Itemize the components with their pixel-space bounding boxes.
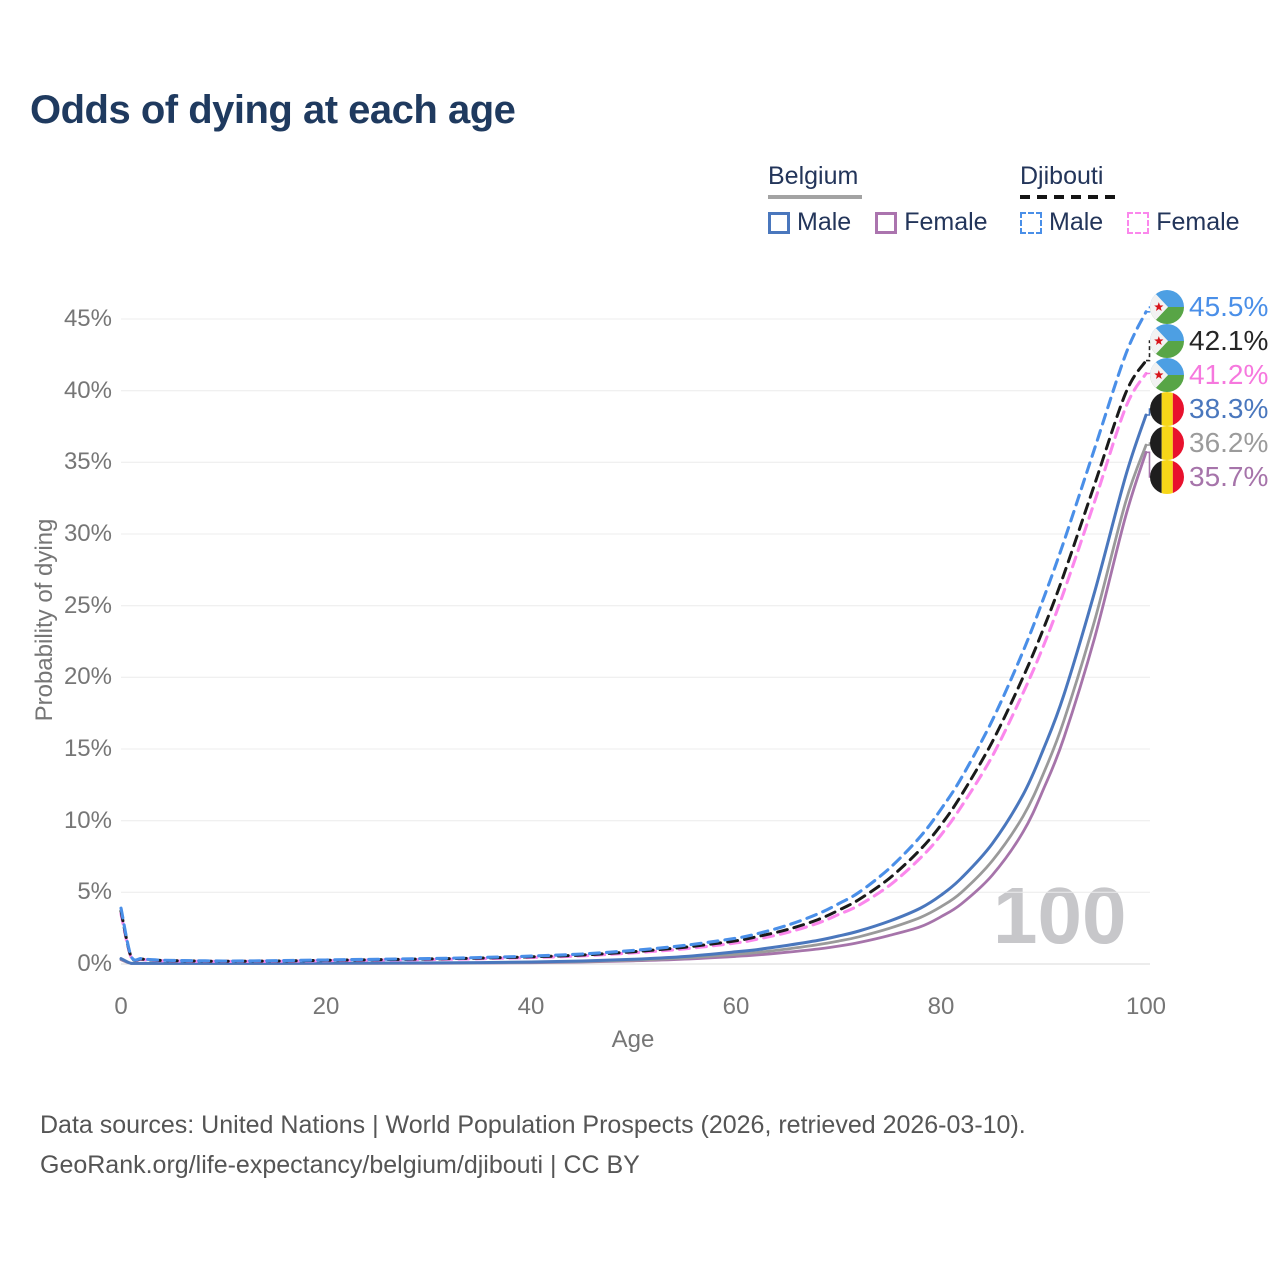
end-label-value: 35.7% — [1189, 461, 1269, 492]
djibouti-flag-icon — [1150, 290, 1184, 324]
gridlines — [121, 318, 1150, 965]
djibouti-female-swatch-icon — [1127, 211, 1150, 234]
belgium-flag-icon — [1150, 426, 1184, 460]
belgium-line-style-sample — [768, 195, 862, 199]
belgium-flag-icon — [1150, 392, 1184, 426]
belgium-male-swatch-icon — [768, 211, 790, 234]
series-line-belgium-male[interactable] — [119, 413, 1148, 965]
end-label-belgium-male: 38.3% — [1150, 391, 1268, 427]
end-label-value: 45.5% — [1189, 291, 1269, 322]
end-label-belgium-female: 35.7% — [1150, 459, 1268, 495]
legend-country-djibouti[interactable]: Djibouti — [1020, 162, 1104, 190]
legend-item-djibouti-female[interactable]: Female — [1127, 208, 1240, 237]
end-label-value: 36.2% — [1189, 427, 1269, 458]
series-line-belgium-both-sexes[interactable] — [119, 443, 1148, 965]
series-line-djibouti-both-sexes[interactable] — [119, 359, 1148, 963]
hover-age-watermark: 100 — [993, 871, 1127, 960]
attribution-text: GeoRank.org/life-expectancy/belgium/djib… — [40, 1151, 640, 1179]
end-label-value: 38.3% — [1189, 393, 1269, 424]
djibouti-line-style-sample — [1020, 195, 1117, 199]
series-line-djibouti-female[interactable] — [119, 371, 1148, 963]
end-label-belgium-both-sexes: 36.2% — [1150, 425, 1268, 461]
series-lines — [119, 310, 1148, 965]
legend-group-djibouti: Djibouti Male Female — [1020, 162, 1240, 237]
end-label-value: 41.2% — [1189, 359, 1269, 390]
legend-item-label: Male — [1049, 208, 1104, 236]
legend-item-label: Male — [797, 208, 852, 236]
djibouti-male-swatch-icon — [1020, 211, 1042, 234]
legend-item-belgium-female[interactable]: Female — [875, 208, 988, 237]
legend-item-belgium-male[interactable]: Male — [768, 208, 851, 237]
end-label-value: 42.1% — [1189, 325, 1269, 356]
legend-item-djibouti-male[interactable]: Male — [1020, 208, 1103, 237]
djibouti-flag-icon — [1150, 358, 1184, 392]
data-sources-text: Data sources: United Nations | World Pop… — [40, 1111, 1026, 1139]
series-line-djibouti-male[interactable] — [119, 310, 1148, 963]
footer: Data sources: United Nations | World Pop… — [40, 1105, 1026, 1185]
legend-group-belgium: Belgium Male Female — [768, 162, 988, 237]
end-label-djibouti-male: 45.5% — [1150, 289, 1268, 325]
end-label-djibouti-female: 41.2% — [1150, 357, 1268, 393]
legend-item-label: Female — [1156, 208, 1240, 236]
end-label-djibouti-both-sexes: 42.1% — [1150, 323, 1268, 359]
djibouti-flag-icon — [1150, 324, 1184, 358]
page-title: Odds of dying at each age — [30, 88, 516, 132]
belgium-female-swatch-icon — [875, 211, 898, 234]
series-line-belgium-female[interactable] — [119, 450, 1148, 965]
connector-djibouti-female — [1146, 372, 1152, 376]
belgium-flag-icon — [1150, 460, 1184, 494]
legend-country-belgium[interactable]: Belgium — [768, 162, 859, 190]
legend-item-label: Female — [904, 208, 988, 236]
